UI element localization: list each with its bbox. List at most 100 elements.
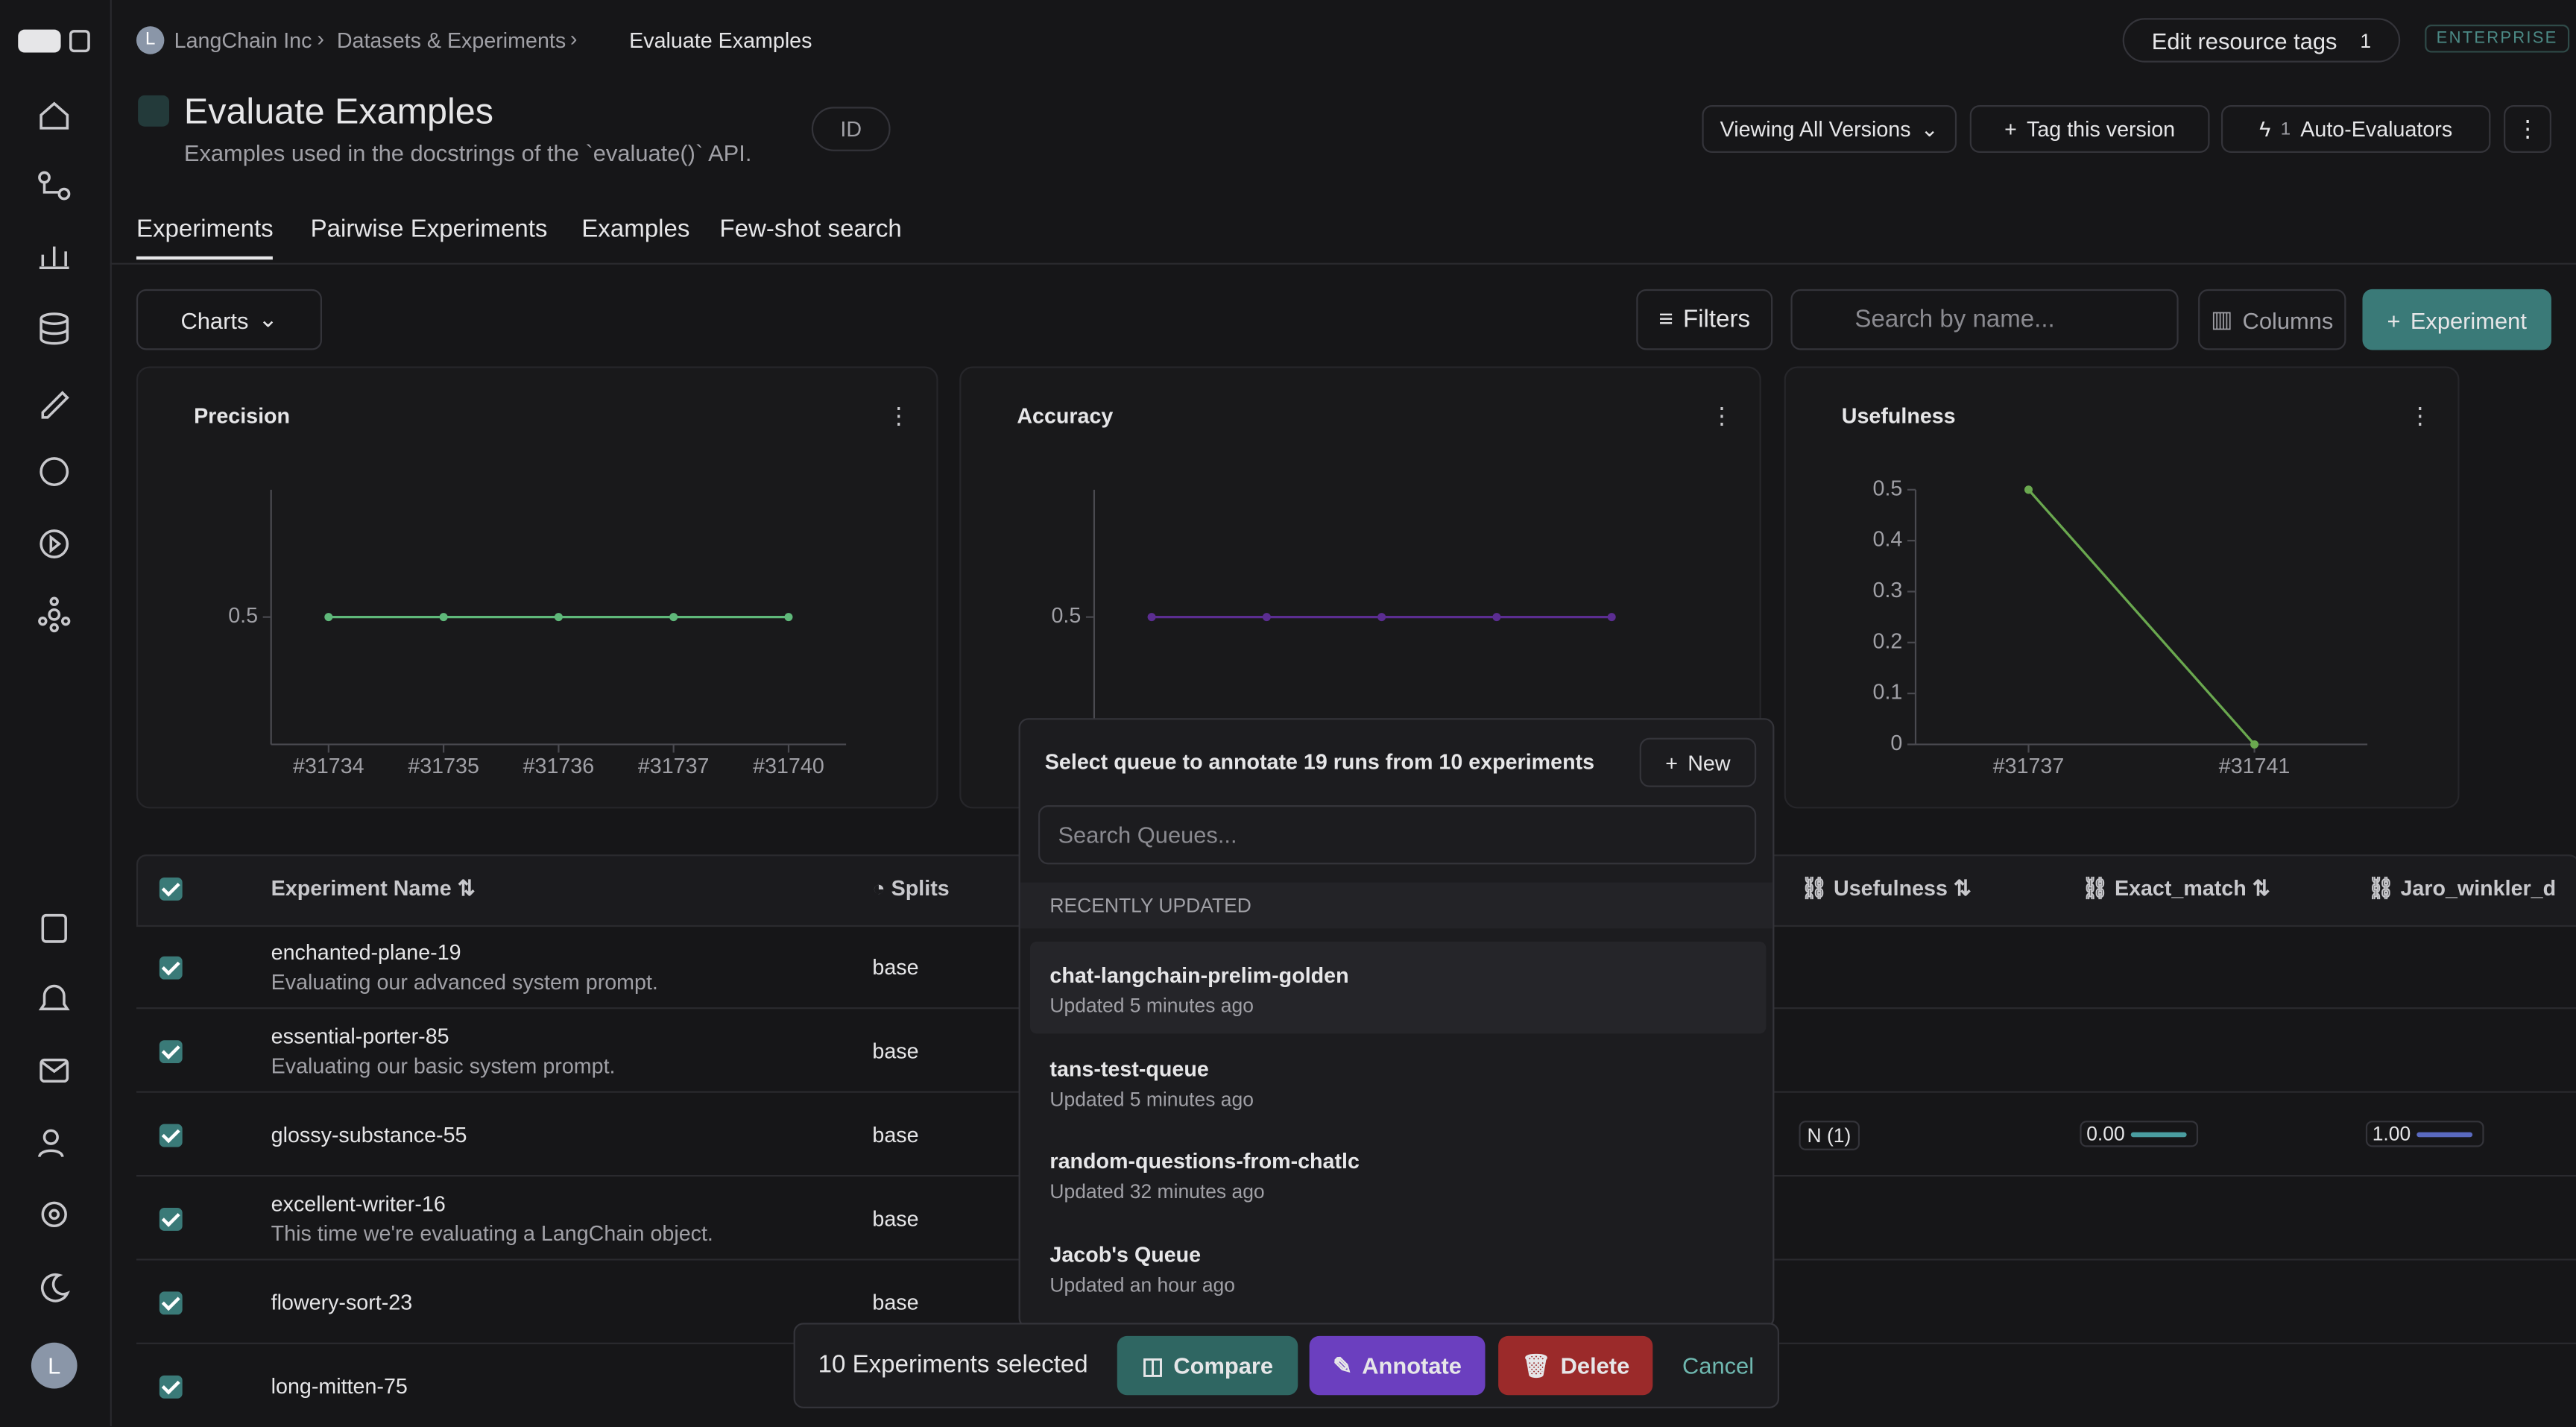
- queue-updated: Updated an hour ago: [1049, 1273, 1235, 1296]
- queue-search[interactable]: Search Queues...: [1038, 805, 1757, 865]
- y-tick-label: 0.2: [1873, 629, 1903, 653]
- queue-updated: Updated 5 minutes ago: [1049, 1087, 1254, 1110]
- section-label: RECENTLY UPDATED: [1020, 882, 1773, 929]
- workspace-avatar: L: [136, 26, 165, 54]
- label: Filters: [1682, 305, 1751, 334]
- tab-active[interactable]: Experiments: [136, 215, 274, 260]
- breadcrumb-link[interactable]: LangChain Inc: [174, 28, 312, 53]
- edit-tags-button[interactable]: Edit resource tags 1: [2122, 18, 2401, 63]
- score-chip: 0.00: [2080, 1121, 2199, 1147]
- experiment-name: flowery-sort-23: [271, 1290, 413, 1315]
- label: Exact_match: [2114, 875, 2247, 901]
- column-header[interactable]: Experiment Name ⇅: [271, 875, 476, 901]
- id-button[interactable]: ID: [811, 107, 891, 151]
- selection-count: 10 Experiments selected: [818, 1350, 1088, 1379]
- row-checkbox[interactable]: [159, 1208, 183, 1231]
- label: Jaro_winkler_d: [2400, 875, 2557, 901]
- select-all-checkbox[interactable]: [159, 877, 183, 901]
- column-header[interactable]: ⛓ Exact_match ⇅: [2081, 875, 2270, 901]
- experiment-name: enchanted-plane-19: [271, 939, 461, 965]
- y-tick-label: 0.5: [228, 604, 258, 628]
- search-input[interactable]: Search by name...: [1790, 289, 2179, 350]
- label: Annotate: [1362, 1352, 1462, 1379]
- queue-name: tans-test-queue: [1049, 1056, 1209, 1081]
- selection-bar: 10 Experiments selected ◫ Compare ✎ Anno…: [793, 1323, 1780, 1408]
- chart-menu: ⋮: [2408, 403, 2431, 429]
- experiment-description: Evaluating our advanced system prompt.: [271, 969, 658, 995]
- label: ID: [840, 116, 862, 142]
- point: [1262, 613, 1271, 622]
- x-tick-label: #31734: [293, 755, 364, 778]
- plan-badge: ENTERPRISE: [2425, 25, 2570, 53]
- point: [784, 613, 793, 622]
- chart-menu: ⋮: [1710, 403, 1733, 429]
- experiment-name: excellent-writer-16: [271, 1191, 446, 1217]
- score-chip: 1.00: [2365, 1121, 2484, 1147]
- experiment-description: Evaluating our basic system prompt.: [271, 1053, 616, 1078]
- version-select[interactable]: Viewing All Versions ⌄: [1702, 105, 1957, 153]
- chart-menu: ⋮: [887, 403, 910, 429]
- tab[interactable]: Pairwise Experiments: [310, 215, 548, 244]
- columns-button[interactable]: ▥ Columns: [2198, 289, 2346, 350]
- compare-button[interactable]: ◫ Compare: [1117, 1335, 1298, 1396]
- queue-name: random-questions-from-chatlc: [1049, 1148, 1360, 1174]
- tab-border: [110, 262, 2576, 265]
- label: Edit resource tags: [2151, 27, 2337, 54]
- label: Columns: [2242, 306, 2334, 333]
- auto-evaluators-button[interactable]: ϟ 1 Auto-Evaluators: [2220, 105, 2491, 153]
- new-queue-button[interactable]: + New: [1639, 737, 1757, 787]
- experiment-name: essential-porter-85: [271, 1024, 449, 1049]
- label: New: [1688, 750, 1731, 775]
- new-experiment-button[interactable]: + Experiment: [2362, 289, 2551, 350]
- breadcrumb-current: Evaluate Examples: [629, 28, 812, 53]
- row-checkbox[interactable]: [159, 1040, 183, 1064]
- experiment-name: glossy-substance-55: [271, 1122, 467, 1147]
- point: [554, 613, 563, 622]
- x-tick-label: #31736: [523, 755, 595, 778]
- split: base: [872, 1290, 919, 1315]
- queue-item[interactable]: [1029, 941, 1767, 1034]
- delete-button[interactable]: 🗑 Delete: [1498, 1335, 1653, 1396]
- chart-title: Accuracy: [1017, 404, 1113, 428]
- column-header[interactable]: ◔ Splits: [872, 875, 950, 901]
- breadcrumb-link[interactable]: Datasets & Experiments: [336, 28, 566, 53]
- y-tick-label: 0.3: [1873, 579, 1903, 602]
- score-bar: [2131, 1133, 2188, 1138]
- row-checkbox[interactable]: [159, 956, 183, 980]
- point: [1492, 613, 1501, 622]
- tag-version-button[interactable]: + Tag this version: [1969, 105, 2210, 153]
- column-header[interactable]: ⛓ Jaro_winkler_d: [2367, 875, 2557, 901]
- x-tick-label: #31735: [408, 755, 479, 778]
- row-checkbox[interactable]: [159, 1291, 183, 1315]
- cancel-button[interactable]: Cancel: [1682, 1352, 1755, 1379]
- x-tick-label: #31740: [753, 755, 824, 778]
- y-tick-label: 0.5: [1051, 604, 1081, 628]
- label: Charts: [180, 306, 249, 333]
- tab[interactable]: Examples: [581, 215, 690, 244]
- count: 1: [2360, 28, 2372, 52]
- line: [2027, 488, 2255, 746]
- column-header[interactable]: ⛓ Usefulness ⇅: [1800, 875, 1972, 901]
- filters-button[interactable]: ≡ Filters: [1636, 289, 1773, 350]
- chart-title: Precision: [194, 404, 290, 428]
- charts-toggle[interactable]: Charts ⌄: [136, 289, 323, 350]
- row-checkbox[interactable]: [159, 1375, 183, 1399]
- x-tick-label: #31741: [2219, 755, 2291, 778]
- more-button[interactable]: ⋮: [2504, 105, 2551, 153]
- popup-title: Select queue to annotate 19 runs from 10…: [1044, 749, 1595, 775]
- point: [439, 613, 448, 622]
- tab[interactable]: Few-shot search: [719, 215, 902, 244]
- separator: ›: [569, 26, 578, 51]
- queue-name: Jacob's Queue: [1049, 1241, 1202, 1267]
- point: [324, 613, 333, 622]
- point: [1377, 613, 1386, 622]
- label: Auto-Evaluators: [2300, 116, 2453, 142]
- queue-name: chat-langchain-prelim-golden: [1049, 963, 1349, 988]
- sidebar-icons: [18, 29, 90, 1302]
- row-checkbox[interactable]: [159, 1124, 183, 1147]
- user-avatar[interactable]: L: [31, 1342, 78, 1389]
- annotate-button[interactable]: ✎ Annotate: [1309, 1335, 1486, 1396]
- point: [669, 613, 678, 622]
- experiment-name: long-mitten-75: [271, 1373, 408, 1399]
- chart: Usefulness ⋮ 0 0.1 0.2 0.3 0.4 0.5 #31737 #31741: [1842, 403, 2431, 778]
